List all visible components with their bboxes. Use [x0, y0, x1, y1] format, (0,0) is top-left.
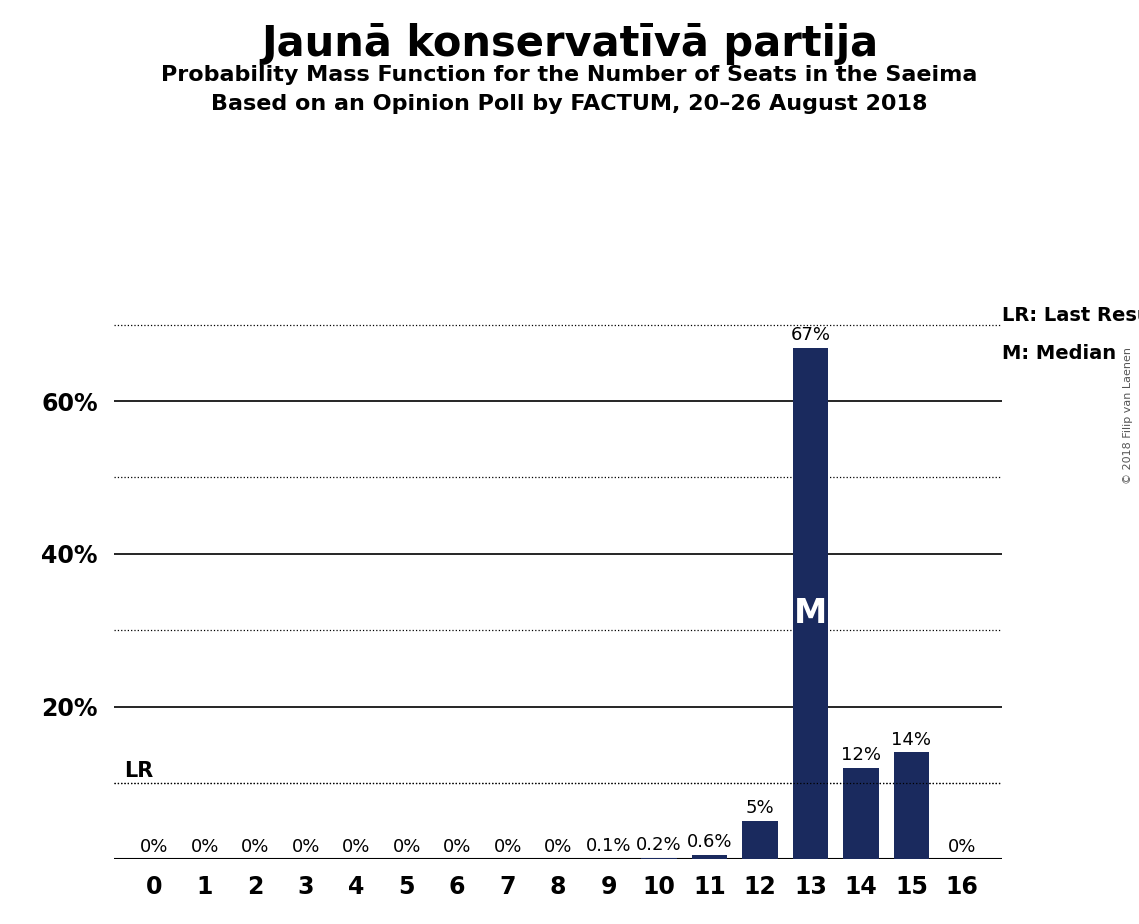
Text: LR: Last Result: LR: Last Result	[1002, 306, 1139, 324]
Text: 0%: 0%	[190, 838, 219, 857]
Text: 0%: 0%	[342, 838, 370, 857]
Text: LR: LR	[124, 760, 154, 781]
Text: 0%: 0%	[140, 838, 169, 857]
Text: 0%: 0%	[241, 838, 270, 857]
Text: Probability Mass Function for the Number of Seats in the Saeima: Probability Mass Function for the Number…	[162, 65, 977, 85]
Text: 0%: 0%	[443, 838, 472, 857]
Text: Jaunā konservatīvā partija: Jaunā konservatīvā partija	[261, 23, 878, 65]
Text: 0%: 0%	[544, 838, 572, 857]
Text: © 2018 Filip van Laenen: © 2018 Filip van Laenen	[1123, 347, 1133, 484]
Bar	[894, 752, 929, 859]
Text: 0%: 0%	[493, 838, 522, 857]
Bar	[641, 857, 677, 859]
Text: 5%: 5%	[746, 799, 775, 818]
Text: 12%: 12%	[841, 746, 880, 764]
Text: 0.6%: 0.6%	[687, 833, 732, 851]
Text: 0%: 0%	[393, 838, 421, 857]
Text: 0.2%: 0.2%	[637, 836, 682, 854]
Text: 0%: 0%	[948, 838, 976, 857]
Text: 0%: 0%	[292, 838, 320, 857]
Text: Based on an Opinion Poll by FACTUM, 20–26 August 2018: Based on an Opinion Poll by FACTUM, 20–2…	[211, 94, 928, 115]
Bar	[743, 821, 778, 859]
Bar	[691, 855, 727, 859]
Text: 67%: 67%	[790, 326, 830, 344]
Bar	[843, 768, 878, 859]
Text: M: Median: M: Median	[1002, 344, 1116, 363]
Text: M: M	[794, 597, 827, 630]
Text: 14%: 14%	[892, 731, 932, 748]
Bar	[793, 347, 828, 859]
Text: 0.1%: 0.1%	[585, 837, 631, 855]
